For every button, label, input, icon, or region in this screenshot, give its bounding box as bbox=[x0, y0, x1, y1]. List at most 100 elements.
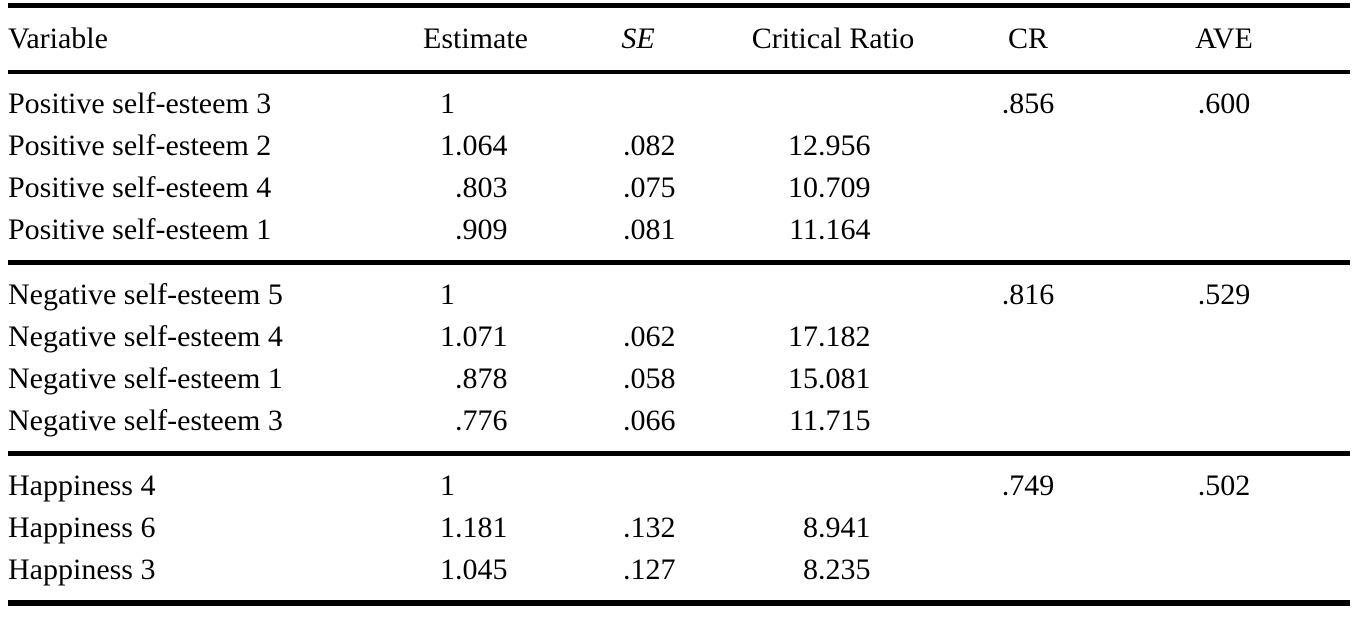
table-row: Negative self-esteem 5 1 .816 .529 bbox=[8, 262, 1350, 316]
integer-part: 1 bbox=[440, 552, 455, 586]
fraction-part: .081 bbox=[818, 361, 871, 395]
cell-estimate: .803 bbox=[423, 167, 568, 209]
fraction-part: .064 bbox=[455, 128, 508, 162]
cell-variable: Negative self-esteem 5 bbox=[8, 277, 283, 311]
cell-estimate: .878 bbox=[423, 358, 568, 400]
cell-critical-ratio: 12.956 bbox=[708, 125, 958, 167]
cell-estimate: .909 bbox=[423, 209, 568, 263]
cell-se bbox=[568, 262, 708, 316]
cell-estimate: 1 bbox=[423, 72, 568, 125]
cell-ave bbox=[1098, 358, 1350, 400]
fraction-part: .803 bbox=[455, 170, 508, 204]
cell-variable: Positive self-esteem 2 bbox=[8, 128, 272, 162]
column-header-se: SE bbox=[621, 21, 655, 55]
integer-part: 1 bbox=[440, 277, 455, 311]
table-row: Negative self-esteem 1 .878 .058 15.081 bbox=[8, 358, 1350, 400]
cell-variable: Negative self-esteem 4 bbox=[8, 319, 283, 353]
fraction-part: .164 bbox=[818, 212, 871, 246]
fraction-part: .182 bbox=[818, 319, 871, 353]
integer-part: 15 bbox=[788, 361, 818, 395]
cell-critical-ratio: 17.182 bbox=[708, 316, 958, 358]
cell-cr: .749 bbox=[1001, 468, 1055, 502]
fraction-part: .709 bbox=[818, 170, 871, 204]
fraction-part: .941 bbox=[818, 510, 871, 544]
cell-variable: Happiness 4 bbox=[8, 468, 156, 502]
table-row: Negative self-esteem 4 1.071 .062 17.182 bbox=[8, 316, 1350, 358]
cell-se: .062 bbox=[568, 316, 708, 358]
table-row: Positive self-esteem 1 .909 .081 11.164 bbox=[8, 209, 1350, 263]
cell-variable: Positive self-esteem 1 bbox=[8, 212, 272, 246]
cell-estimate: 1.045 bbox=[423, 549, 568, 603]
cell-variable: Negative self-esteem 1 bbox=[8, 361, 283, 395]
cell-ave bbox=[1098, 549, 1350, 603]
cell-ave bbox=[1098, 167, 1350, 209]
cell-estimate: 1.181 bbox=[423, 507, 568, 549]
table-row: Happiness 6 1.181 .132 8.941 bbox=[8, 507, 1350, 549]
cell-cr: .856 bbox=[1001, 86, 1055, 120]
fraction-part: .045 bbox=[455, 552, 508, 586]
cell-cr bbox=[958, 549, 1098, 603]
cell-variable: Happiness 6 bbox=[8, 510, 156, 544]
fraction-part: .062 bbox=[623, 319, 676, 353]
cell-se: .058 bbox=[568, 358, 708, 400]
section-negative-self-esteem: Negative self-esteem 5 1 .816 .529 Negat… bbox=[8, 262, 1350, 453]
section-positive-self-esteem: Positive self-esteem 3 1 .856 .600 Posit… bbox=[8, 72, 1350, 263]
column-header-critical-ratio: Critical Ratio bbox=[751, 21, 915, 55]
column-header-estimate: Estimate bbox=[423, 21, 528, 55]
cell-se bbox=[568, 453, 708, 507]
cell-estimate: 1 bbox=[423, 262, 568, 316]
table-header: Variable Estimate SE Critical Ratio CR A… bbox=[8, 5, 1350, 72]
fraction-part: .715 bbox=[818, 403, 871, 437]
integer-part: 11 bbox=[789, 212, 818, 246]
cell-critical-ratio: 8.941 bbox=[708, 507, 958, 549]
column-header-cr: CR bbox=[1007, 21, 1049, 55]
cell-estimate: 1.064 bbox=[423, 125, 568, 167]
cell-ave bbox=[1098, 400, 1350, 454]
column-header-ave: AVE bbox=[1195, 21, 1253, 55]
fraction-part: .878 bbox=[455, 361, 508, 395]
fraction-part: .075 bbox=[623, 170, 676, 204]
fraction-part: .776 bbox=[455, 403, 508, 437]
integer-part: 1 bbox=[440, 510, 455, 544]
cell-ave bbox=[1098, 209, 1350, 263]
integer-part: 10 bbox=[788, 170, 818, 204]
cell-estimate: .776 bbox=[423, 400, 568, 454]
cell-estimate: 1 bbox=[423, 453, 568, 507]
cell-variable: Happiness 3 bbox=[8, 552, 156, 586]
integer-part: 8 bbox=[803, 552, 818, 586]
cell-ave bbox=[1098, 125, 1350, 167]
table-row: Happiness 3 1.045 .127 8.235 bbox=[8, 549, 1350, 603]
fraction-part: .909 bbox=[455, 212, 508, 246]
cell-estimate: 1.071 bbox=[423, 316, 568, 358]
fraction-part: .132 bbox=[623, 510, 676, 544]
fraction-part: .082 bbox=[623, 128, 676, 162]
cell-se: .075 bbox=[568, 167, 708, 209]
cell-cr bbox=[958, 358, 1098, 400]
table-row: Negative self-esteem 3 .776 .066 11.715 bbox=[8, 400, 1350, 454]
cell-se: .132 bbox=[568, 507, 708, 549]
measurement-model-table: Variable Estimate SE Critical Ratio CR A… bbox=[8, 3, 1350, 606]
integer-part: 1 bbox=[440, 468, 455, 502]
cell-cr bbox=[958, 167, 1098, 209]
fraction-part: .081 bbox=[623, 212, 676, 246]
cell-ave: .502 bbox=[1197, 468, 1251, 502]
cell-se: .127 bbox=[568, 549, 708, 603]
fraction-part: .058 bbox=[623, 361, 676, 395]
cell-ave: .529 bbox=[1197, 277, 1251, 311]
cell-variable: Positive self-esteem 3 bbox=[8, 86, 272, 120]
cell-variable: Positive self-esteem 4 bbox=[8, 170, 272, 204]
cell-cr bbox=[958, 400, 1098, 454]
integer-part: 11 bbox=[789, 403, 818, 437]
cell-critical-ratio bbox=[708, 72, 958, 125]
integer-part: 1 bbox=[440, 319, 455, 353]
cell-cr bbox=[958, 507, 1098, 549]
fraction-part: .127 bbox=[623, 552, 676, 586]
integer-part: 8 bbox=[803, 510, 818, 544]
table-row: Happiness 4 1 .749 .502 bbox=[8, 453, 1350, 507]
table-row: Positive self-esteem 2 1.064 .082 12.956 bbox=[8, 125, 1350, 167]
cell-critical-ratio: 10.709 bbox=[708, 167, 958, 209]
cell-critical-ratio: 11.164 bbox=[708, 209, 958, 263]
integer-part: 1 bbox=[440, 128, 455, 162]
integer-part: 1 bbox=[440, 86, 455, 120]
cell-ave bbox=[1098, 316, 1350, 358]
